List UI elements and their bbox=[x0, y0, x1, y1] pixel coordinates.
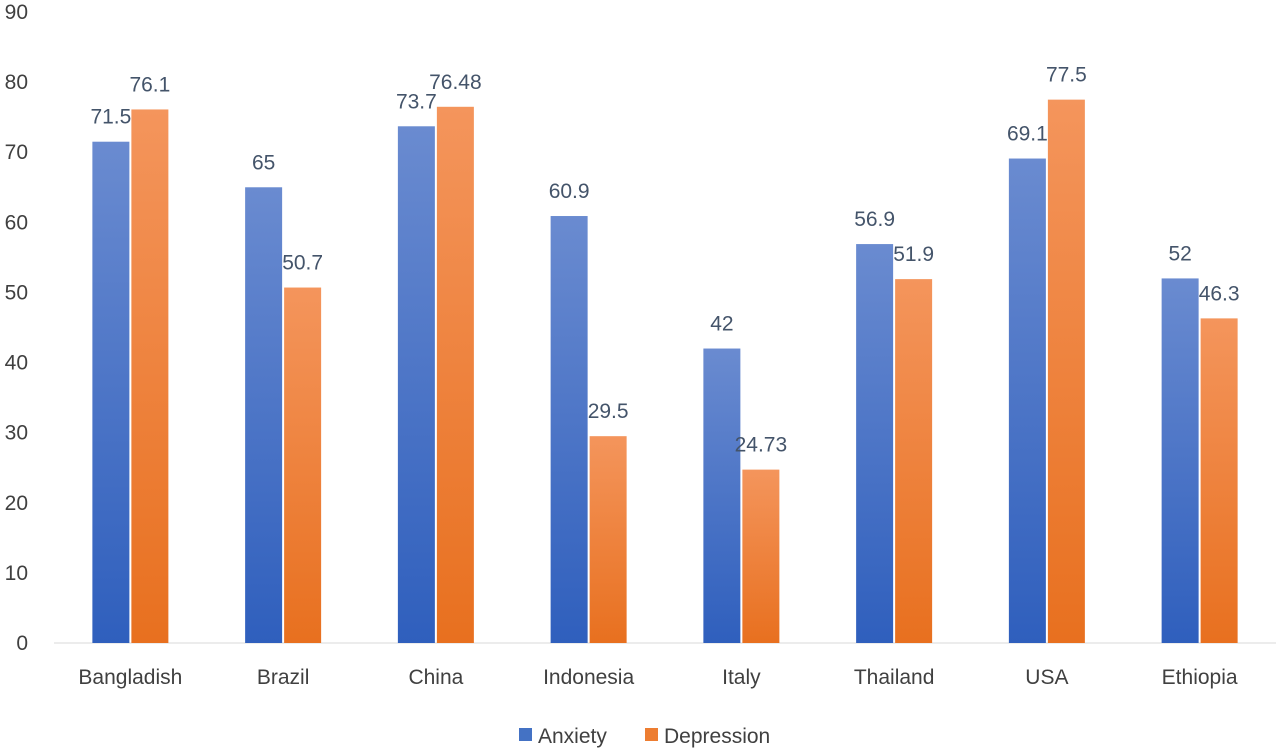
bar-anxiety bbox=[397, 126, 435, 643]
y-tick-label: 40 bbox=[5, 352, 28, 375]
y-tick-label: 90 bbox=[5, 1, 28, 24]
legend-label-anxiety: Anxiety bbox=[538, 725, 607, 748]
bar-anxiety bbox=[245, 187, 283, 643]
y-tick-label: 0 bbox=[16, 632, 28, 655]
bar-depression bbox=[131, 109, 169, 643]
legend: Anxiety Depression bbox=[519, 725, 770, 748]
x-category-label: USA bbox=[1025, 666, 1068, 689]
data-label-depression: 77.5 bbox=[1046, 64, 1087, 87]
y-tick-label: 60 bbox=[5, 211, 28, 234]
data-label-depression: 51.9 bbox=[893, 243, 934, 266]
x-category-label: Italy bbox=[722, 666, 761, 689]
legend-swatch-depression bbox=[645, 728, 658, 741]
bar-anxiety bbox=[550, 216, 588, 644]
data-label-depression: 46.3 bbox=[1199, 282, 1240, 305]
bar-anxiety bbox=[856, 244, 894, 643]
bar-anxiety bbox=[92, 141, 130, 643]
x-category-label: Ethiopia bbox=[1162, 666, 1238, 689]
x-category-label: China bbox=[408, 666, 463, 689]
data-label-anxiety: 73.7 bbox=[396, 90, 437, 113]
data-label-anxiety: 56.9 bbox=[854, 208, 895, 231]
x-category-label: Indonesia bbox=[543, 666, 634, 689]
y-axis: 0 10 20 30 40 50 60 70 80 90 bbox=[5, 1, 28, 655]
data-label-anxiety: 60.9 bbox=[549, 180, 590, 203]
y-tick-label: 50 bbox=[5, 281, 28, 304]
data-label-depression: 24.73 bbox=[735, 434, 788, 457]
data-label-anxiety: 65 bbox=[252, 151, 275, 174]
bar-depression bbox=[1047, 99, 1085, 643]
bar-anxiety bbox=[1008, 158, 1046, 643]
y-tick-label: 10 bbox=[5, 562, 28, 585]
data-label-depression: 76.48 bbox=[429, 71, 482, 94]
data-label-anxiety: 69.1 bbox=[1007, 123, 1048, 146]
y-tick-label: 70 bbox=[5, 141, 28, 164]
data-label-anxiety: 52 bbox=[1168, 242, 1191, 265]
bar-depression bbox=[895, 279, 933, 643]
bar-depression bbox=[436, 106, 474, 643]
legend-swatch-anxiety bbox=[519, 728, 532, 741]
bar-depression bbox=[284, 287, 322, 643]
data-label-depression: 50.7 bbox=[282, 252, 323, 275]
y-tick-label: 80 bbox=[5, 71, 28, 94]
x-category-label: Bangladish bbox=[78, 666, 182, 689]
y-tick-label: 20 bbox=[5, 492, 28, 515]
data-label-depression: 29.5 bbox=[588, 400, 629, 423]
legend-label-depression: Depression bbox=[664, 725, 770, 748]
x-category-label: Thailand bbox=[854, 666, 935, 689]
bar-depression bbox=[1200, 318, 1238, 643]
bars: 71.5 76.1 65 50.7 73.776.48 60.9 29.5 42 24.73 56… bbox=[90, 64, 1240, 644]
bar-depression bbox=[589, 436, 627, 643]
data-label-anxiety: 42 bbox=[710, 313, 733, 336]
bar-anxiety bbox=[1161, 278, 1199, 643]
x-category-label: Brazil bbox=[257, 666, 310, 689]
bar-depression bbox=[742, 469, 780, 643]
bar-anxiety bbox=[703, 348, 741, 643]
data-label-depression: 76.1 bbox=[129, 73, 170, 96]
data-label-anxiety: 71.5 bbox=[90, 106, 131, 129]
x-axis: Bangladish Brazil China Indonesia Italy Thail… bbox=[78, 666, 1237, 689]
y-tick-label: 30 bbox=[5, 422, 28, 445]
